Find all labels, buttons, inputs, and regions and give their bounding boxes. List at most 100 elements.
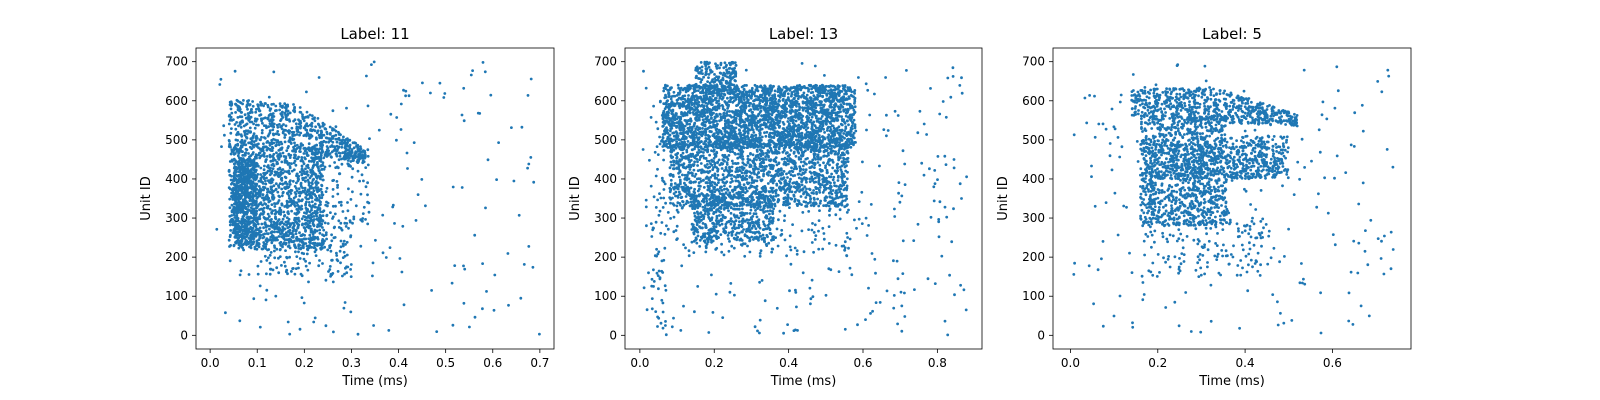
scatter-point [239,269,243,273]
scatter-point [230,195,233,198]
scatter-point [254,153,258,157]
scatter-point [227,170,231,173]
scatter-point [320,136,323,140]
scatter-point [815,87,819,90]
scatter-point [335,251,338,255]
scatter-point [268,227,271,231]
scatter-point [248,103,252,106]
scatter-point [359,192,363,196]
scatter-point [314,213,318,217]
scatter-point [339,203,343,207]
scatter-point [344,216,348,220]
scatter-point [263,164,266,168]
scatter-point [320,193,324,196]
scatter-point [265,205,269,209]
scatter-point [285,201,289,204]
scatter-point [249,183,253,186]
scatter-point [318,228,322,232]
scatter-point [763,131,766,135]
scatter-point [290,270,293,273]
scatter-point [255,161,258,165]
scatter-point [227,238,231,242]
scatter-point [331,145,335,148]
scatter-point [305,244,309,248]
scatter-point [814,116,818,120]
scatter-point [256,227,259,231]
scatter-point [352,146,356,150]
scatter-point [268,173,272,177]
scatter-point [271,193,275,197]
scatter-point [321,219,325,223]
scatter-point [435,330,439,333]
scatter-points [641,60,968,337]
scatter-point [290,130,294,134]
scatter-point [267,200,271,204]
scatter-point [244,116,248,120]
scatter-point [241,150,244,154]
y-tick-label: 200 [165,250,188,264]
scatter-point [232,149,236,152]
scatter-point [667,93,671,97]
scatter-point [254,110,258,114]
scatter-point [304,167,307,171]
scatter-point [299,121,303,125]
scatter-point [227,114,231,118]
scatter-point [297,244,300,248]
scatter-point [345,106,348,110]
scatter-point [234,127,238,131]
scatter-point [679,125,682,129]
scatter-point [519,296,523,300]
chart-panel-1: 0.0 0.1 0.2 0.3 0.4 0.5 0.6 0.70100200300400500… [139,25,555,389]
scatter-point [831,124,835,128]
scatter-point [316,152,319,156]
scatter-point [277,157,280,161]
scatter-point [303,146,307,150]
y-tick-label: 600 [165,94,188,108]
scatter-point [493,273,497,277]
scatter-point [673,114,677,118]
scatter-point [272,122,276,126]
scatter-point [302,301,306,305]
scatter-point [293,244,296,248]
scatter-point [288,180,292,184]
scatter-point [268,141,271,145]
chart-title: Label: 11 [340,25,409,43]
scatter-point [331,109,335,113]
scatter-point [476,111,480,115]
scatter-point [336,270,340,273]
scatter-point [324,324,328,328]
scatter-point [247,273,251,276]
scatter-point [349,275,353,278]
scatter-point [361,153,364,157]
scatter-point [278,123,281,126]
scatter-point [529,77,533,81]
scatter-point [442,96,446,99]
scatter-point [726,114,730,117]
scatter-point [244,123,248,127]
scatter-point [266,116,270,120]
scatter-point [232,118,235,121]
scatter-point [471,69,474,72]
scatter-point [288,166,292,170]
scatter-point [312,320,316,324]
scatter-point [238,109,241,112]
scatter-point [758,85,762,89]
scatter-point [273,205,277,208]
scatter-point [240,190,244,194]
scatter-point [235,170,238,174]
scatter-point [240,228,244,232]
scatter-point [281,245,284,249]
scatter-point [310,200,314,204]
scatter-point [284,116,288,119]
scatter-point [257,185,261,188]
scatter-point [243,211,247,214]
scatter-point [328,164,332,168]
scatter-point [481,307,484,311]
scatter-point [287,244,291,248]
scatter-point [311,164,315,168]
scatter-point [293,144,297,148]
scatter-point [314,198,317,202]
scatter-point [389,112,393,116]
scatter-point [286,110,290,113]
scatter-point [462,119,466,123]
